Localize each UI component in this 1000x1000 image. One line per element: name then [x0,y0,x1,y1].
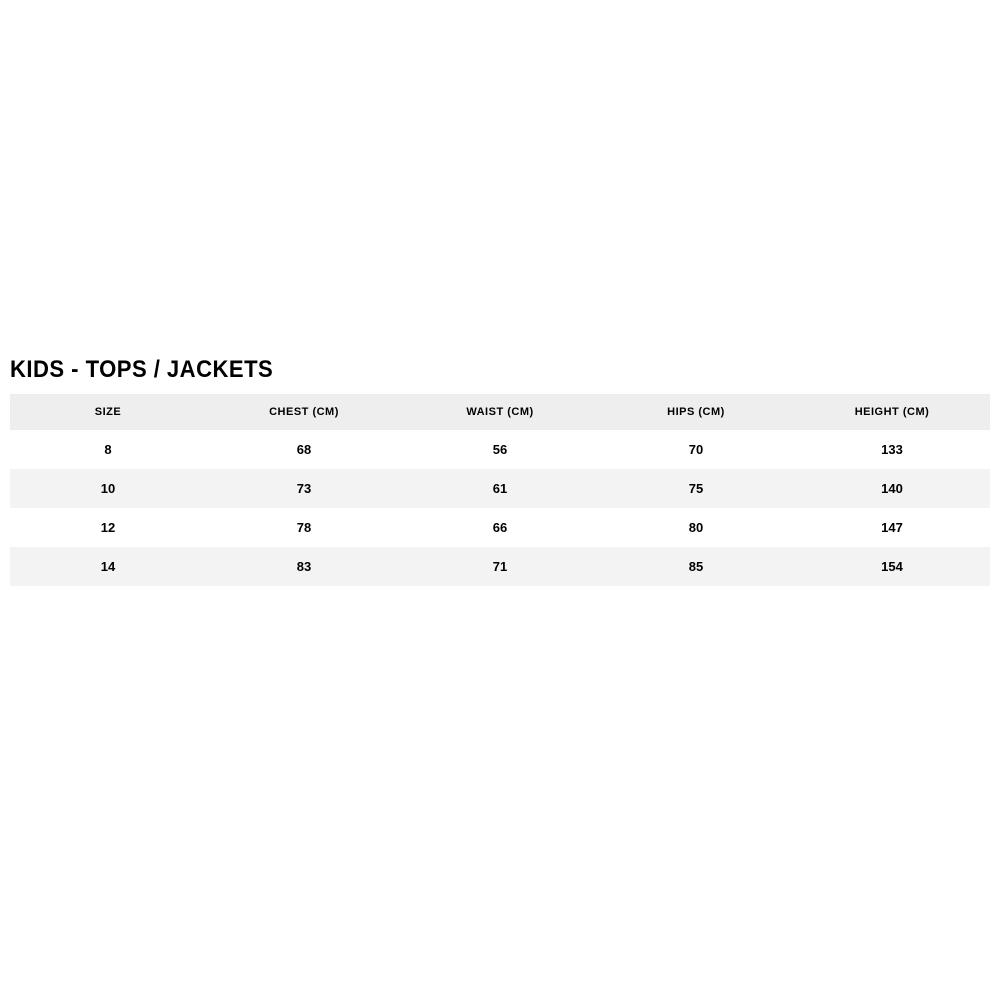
cell: 83 [206,547,402,586]
col-height: HEIGHT (CM) [794,394,990,430]
cell: 154 [794,547,990,586]
cell: 8 [10,430,206,469]
table-header: SIZE CHEST (CM) WAIST (CM) HIPS (CM) HEI… [10,394,990,430]
col-size: SIZE [10,394,206,430]
cell: 68 [206,430,402,469]
size-chart-container: KIDS - TOPS / JACKETS SIZE CHEST (CM) WA… [0,0,1000,586]
col-chest: CHEST (CM) [206,394,402,430]
table-row: 10 73 61 75 140 [10,469,990,508]
cell: 12 [10,508,206,547]
cell: 70 [598,430,794,469]
col-hips: HIPS (CM) [598,394,794,430]
chart-title: KIDS - TOPS / JACKETS [10,356,912,384]
table-body: 8 68 56 70 133 10 73 61 75 140 12 78 66 … [10,430,990,586]
cell: 73 [206,469,402,508]
table-row: 14 83 71 85 154 [10,547,990,586]
cell: 66 [402,508,598,547]
cell: 80 [598,508,794,547]
cell: 71 [402,547,598,586]
cell: 10 [10,469,206,508]
cell: 61 [402,469,598,508]
cell: 133 [794,430,990,469]
table-row: 12 78 66 80 147 [10,508,990,547]
cell: 75 [598,469,794,508]
header-row: SIZE CHEST (CM) WAIST (CM) HIPS (CM) HEI… [10,394,990,430]
cell: 147 [794,508,990,547]
cell: 14 [10,547,206,586]
cell: 85 [598,547,794,586]
size-table: SIZE CHEST (CM) WAIST (CM) HIPS (CM) HEI… [10,394,990,586]
col-waist: WAIST (CM) [402,394,598,430]
cell: 78 [206,508,402,547]
cell: 56 [402,430,598,469]
table-row: 8 68 56 70 133 [10,430,990,469]
cell: 140 [794,469,990,508]
